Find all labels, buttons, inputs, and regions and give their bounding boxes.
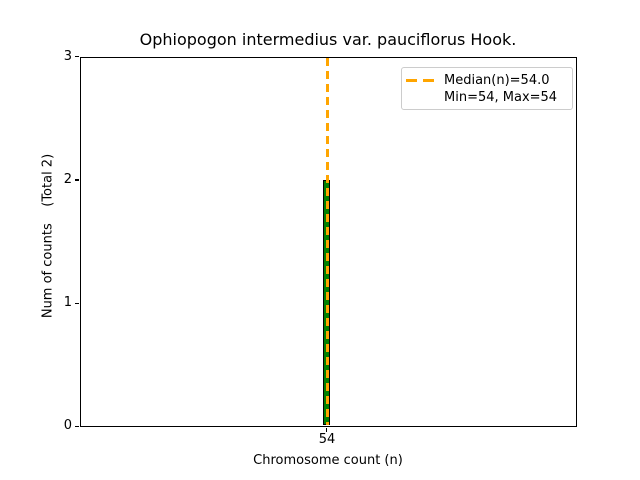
plot-area: Median(n)=54.0 Min=54, Max=54: [80, 57, 577, 427]
ytick-label-3: 3: [63, 49, 72, 64]
ytick-label-2: 2: [63, 172, 72, 187]
legend-label-minmax: Min=54, Max=54: [444, 90, 558, 105]
legend-row-median: Median(n)=54.0: [406, 72, 566, 89]
xtick-mark-54: [326, 428, 328, 432]
x-axis-label: Chromosome count (n): [253, 453, 403, 468]
legend: Median(n)=54.0 Min=54, Max=54: [401, 67, 573, 110]
ytick-label-0: 0: [63, 418, 72, 433]
legend-row-minmax: Min=54, Max=54: [406, 89, 566, 106]
ytick-label-1: 1: [63, 295, 72, 310]
y-axis-label: Num of counts (Total 2): [40, 153, 56, 319]
ytick-mark-1: [75, 302, 79, 304]
median-dashed-line-sample: [406, 79, 434, 82]
legend-label-median: Median(n)=54.0: [444, 73, 550, 88]
median-line: [325, 58, 329, 425]
chart-title: Ophiopogon intermedius var. pauciflorus …: [139, 30, 517, 49]
xtick-label-54: 54: [318, 432, 336, 447]
legend-empty-sample: [406, 96, 434, 99]
ytick-mark-2: [75, 179, 79, 181]
ytick-mark-3: [75, 55, 79, 58]
ytick-mark-0: [75, 425, 79, 428]
